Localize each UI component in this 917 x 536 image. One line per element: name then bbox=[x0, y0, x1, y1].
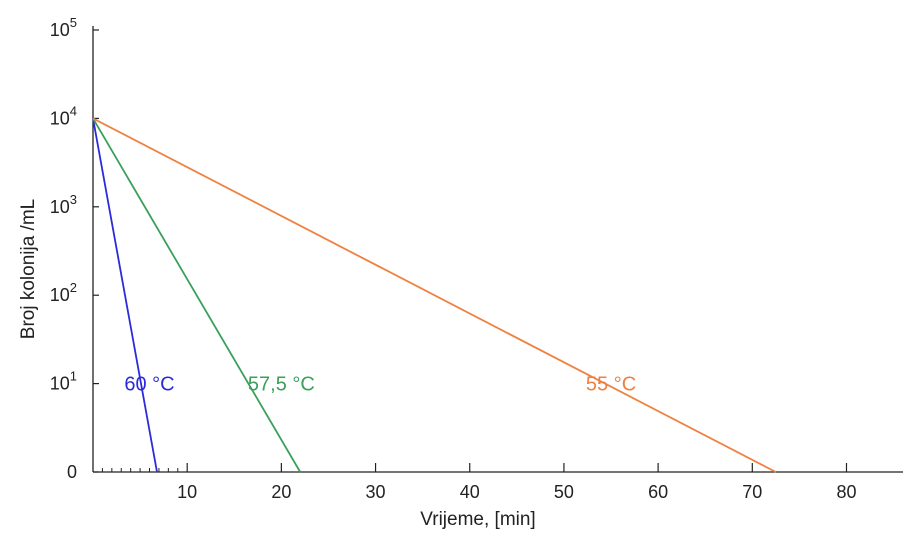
y-tick-label: 105 bbox=[50, 15, 77, 40]
series-label-2: 55 °C bbox=[586, 374, 636, 396]
y-tick-label: 102 bbox=[50, 280, 77, 305]
x-tick-label: 20 bbox=[271, 482, 291, 502]
y-tick-label: 103 bbox=[50, 192, 77, 217]
axes bbox=[92, 26, 903, 473]
x-tick-label: 30 bbox=[366, 482, 386, 502]
x-tick-label: 10 bbox=[177, 482, 197, 502]
x-tick-label: 40 bbox=[460, 482, 480, 502]
y-tick-label: 104 bbox=[50, 103, 77, 128]
series-label-0: 60 °C bbox=[124, 374, 174, 396]
y-axis-title: Broj kolonija /mL bbox=[18, 199, 39, 339]
x-tick-label: 80 bbox=[836, 482, 856, 502]
series-line-1 bbox=[92, 117, 301, 473]
series-line-2 bbox=[92, 117, 777, 473]
series-line-0 bbox=[92, 118, 158, 473]
x-tick-label: 70 bbox=[742, 482, 762, 502]
y-tick-label: 101 bbox=[50, 369, 77, 394]
series-label-1: 57,5 °C bbox=[248, 374, 315, 396]
x-tick-label: 50 bbox=[554, 482, 574, 502]
series-lines bbox=[92, 117, 777, 473]
x-tick-label: 60 bbox=[648, 482, 668, 502]
x-axis-title: Vrijeme, [min] bbox=[420, 509, 535, 530]
ticks: 10 20 30 40 50 60 70 80 0 101 102 103 104 105 bbox=[50, 15, 857, 502]
series-labels: 60 °C 57,5 °C 55 °C bbox=[124, 374, 636, 396]
y-tick-label: 0 bbox=[67, 462, 77, 482]
